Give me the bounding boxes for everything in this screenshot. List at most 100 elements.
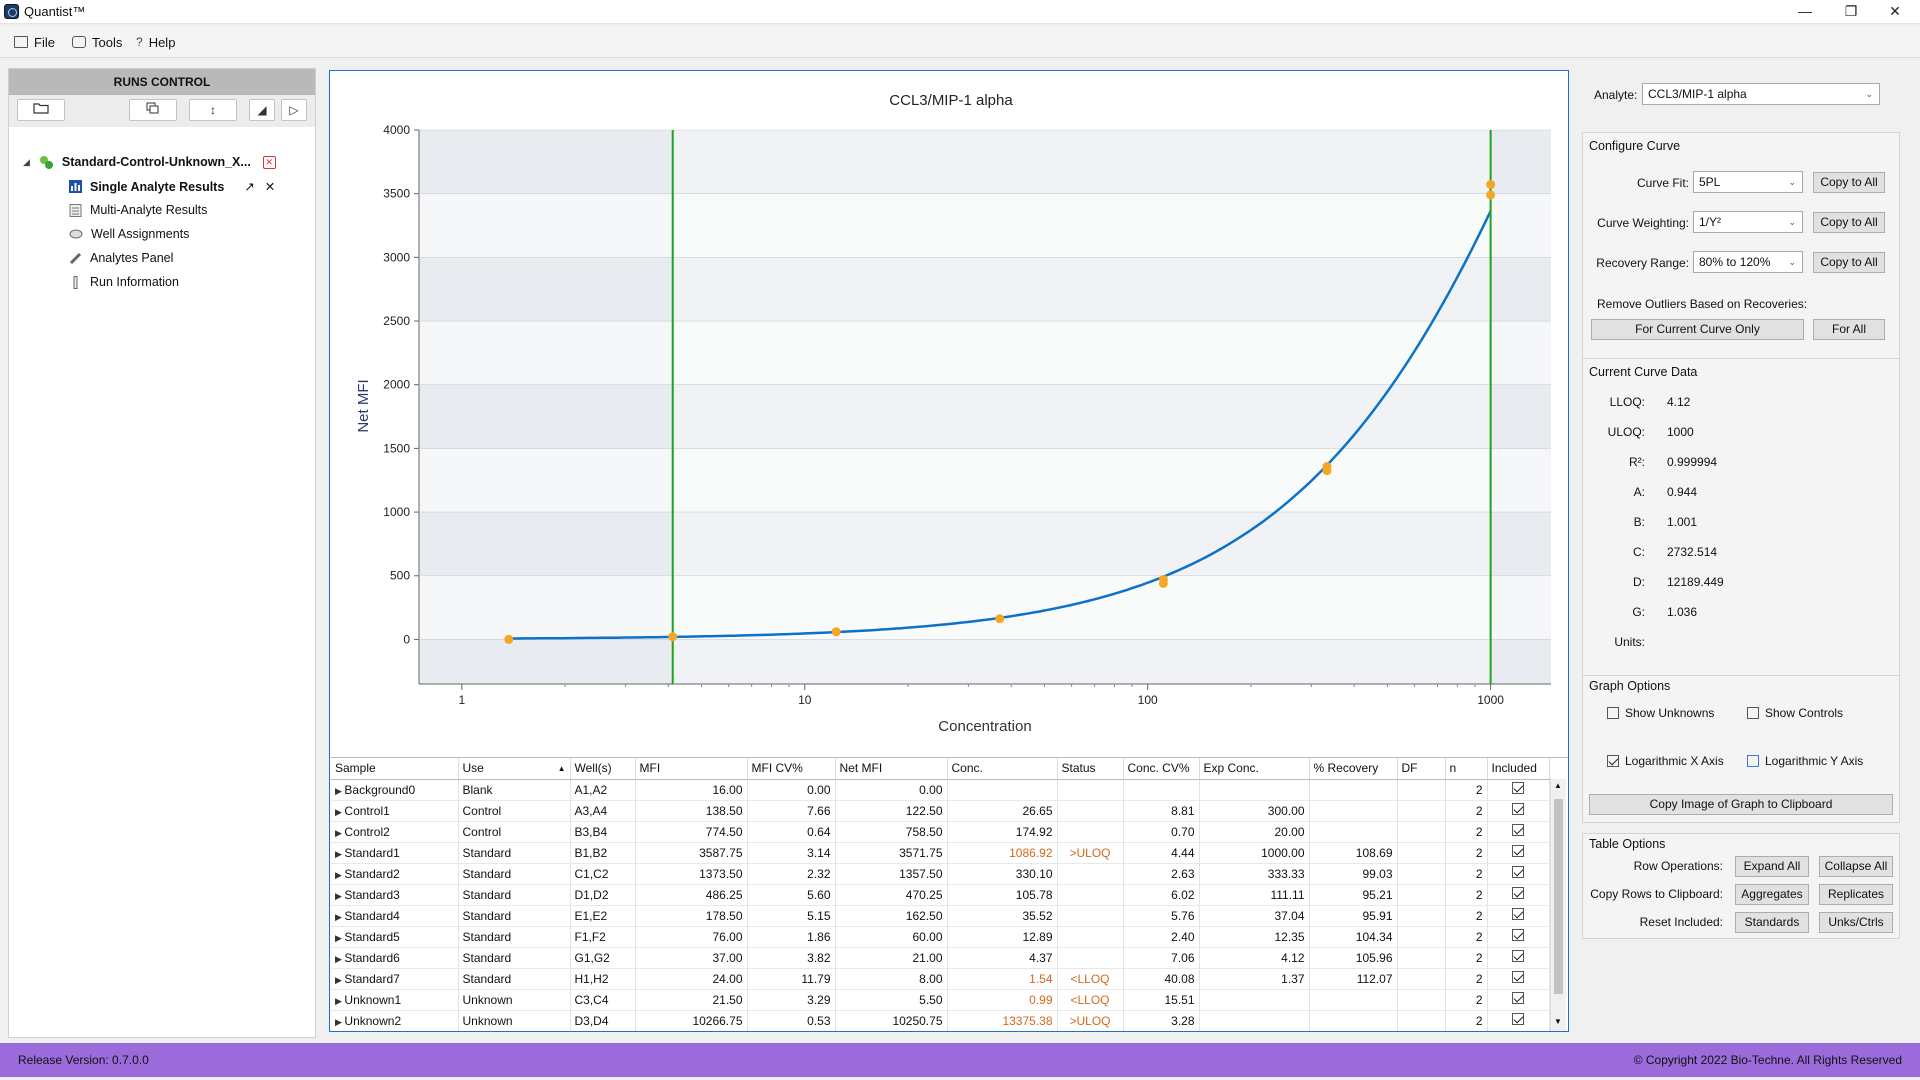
table-scrollbar[interactable]: ▲ ▼ [1550, 779, 1566, 1031]
included-checkbox[interactable] [1512, 845, 1524, 857]
scroll-down-icon[interactable]: ▼ [1554, 1017, 1562, 1026]
table-row[interactable]: ▶ Standard3 Standard D1,D2 486.25 5.60 470.25… [331, 884, 1550, 906]
column-header[interactable]: Net MFI [835, 758, 948, 780]
menu-tools[interactable]: Tools [72, 33, 122, 51]
column-header[interactable]: MFI [635, 758, 748, 780]
standard-data-point[interactable] [1158, 578, 1168, 588]
sort-button[interactable]: ↕ [189, 99, 237, 121]
recovery-range-select[interactable]: 80% to 120% ⌄ [1693, 251, 1803, 273]
table-row[interactable]: ▶ Standard1 Standard B1,B2 3587.75 3.14 3571.… [331, 842, 1550, 864]
expand-row-icon[interactable]: ▶ [335, 806, 345, 817]
scroll-up-icon[interactable]: ▲ [1554, 781, 1562, 790]
collapse-button[interactable]: ◢ [249, 99, 275, 121]
nav-well-assignments[interactable]: Well Assignments [69, 227, 189, 241]
expand-row-icon[interactable]: ▶ [335, 1016, 345, 1027]
included-cell[interactable] [1487, 884, 1550, 906]
minimize-button[interactable]: — [1798, 3, 1812, 19]
column-header[interactable]: Use ▲ [458, 758, 571, 780]
curve-fit-select[interactable]: 5PL ⌄ [1693, 171, 1803, 193]
column-header[interactable]: Exp Conc. [1199, 758, 1310, 780]
included-cell[interactable] [1487, 842, 1550, 864]
menu-help[interactable]: ? Help [136, 33, 175, 51]
expand-row-icon[interactable]: ▶ [335, 911, 345, 922]
included-cell[interactable] [1487, 1010, 1550, 1031]
log-y-axis-checkbox[interactable]: Logarithmic Y Axis [1747, 754, 1863, 768]
column-header[interactable]: Conc. [947, 758, 1058, 780]
expand-row-icon[interactable]: ▶ [335, 890, 345, 901]
show-unknowns-checkbox[interactable]: Show Unknowns [1607, 706, 1714, 720]
standard-data-point[interactable] [668, 632, 678, 642]
pop-out-icon[interactable]: ↗ [244, 180, 255, 194]
expand-all-button[interactable]: Expand All [1735, 856, 1809, 877]
nav-run-information[interactable]: Run Information [69, 275, 179, 289]
standard-data-point[interactable] [1322, 466, 1332, 476]
expand-row-icon[interactable]: ▶ [335, 869, 345, 880]
included-checkbox[interactable] [1512, 971, 1524, 983]
included-cell[interactable] [1487, 989, 1550, 1011]
standard-data-point[interactable] [831, 627, 841, 637]
column-header[interactable]: DF [1397, 758, 1446, 780]
table-row[interactable]: ▶ Standard6 Standard G1,G2 37.00 3.82 21.00 4.… [331, 947, 1550, 969]
close-tab-icon[interactable]: ✕ [264, 180, 276, 194]
included-checkbox[interactable] [1512, 929, 1524, 941]
expand-row-icon[interactable]: ▶ [335, 827, 345, 838]
included-cell[interactable] [1487, 968, 1550, 990]
curve-weighting-select[interactable]: 1/Y² ⌄ [1693, 211, 1803, 233]
analyte-select[interactable]: CCL3/MIP-1 alpha ⌄ [1642, 83, 1880, 105]
scroll-thumb[interactable] [1554, 799, 1563, 994]
copy-graph-image-button[interactable]: Copy Image of Graph to Clipboard [1589, 794, 1893, 815]
included-checkbox[interactable] [1512, 950, 1524, 962]
expand-row-icon[interactable]: ▶ [335, 953, 345, 964]
included-cell[interactable] [1487, 800, 1550, 822]
copy-fit-to-all-button[interactable]: Copy to All [1813, 172, 1885, 193]
copy-aggregates-button[interactable]: Aggregates [1735, 884, 1809, 905]
menu-file[interactable]: File [14, 33, 55, 51]
remove-outliers-all-button[interactable]: For All [1813, 319, 1885, 340]
included-cell[interactable] [1487, 863, 1550, 885]
column-header[interactable]: % Recovery [1309, 758, 1398, 780]
expand-row-icon[interactable]: ▶ [335, 974, 345, 985]
column-header[interactable]: Sample [331, 758, 459, 780]
expand-row-icon[interactable]: ▶ [335, 995, 345, 1006]
table-row[interactable]: ▶ Standard4 Standard E1,E2 178.50 5.15 162.50… [331, 905, 1550, 927]
included-checkbox[interactable] [1512, 992, 1524, 1004]
nav-analytes-panel[interactable]: Analytes Panel [69, 251, 173, 265]
included-cell[interactable] [1487, 821, 1550, 843]
standard-data-point[interactable] [504, 634, 514, 644]
run-tree-node[interactable]: ◢ Standard-Control-Unknown_X... ✕ [23, 154, 276, 170]
nav-single-analyte-results[interactable]: Single Analyte Results ↗ ✕ [69, 179, 275, 194]
included-cell[interactable] [1487, 947, 1550, 969]
included-checkbox[interactable] [1512, 803, 1524, 815]
included-checkbox[interactable] [1512, 866, 1524, 878]
remove-outliers-current-button[interactable]: For Current Curve Only [1591, 319, 1804, 340]
column-header[interactable]: Well(s) [570, 758, 636, 780]
close-run-icon[interactable]: ✕ [262, 155, 276, 169]
column-header[interactable]: n [1445, 758, 1488, 780]
included-checkbox[interactable] [1512, 887, 1524, 899]
reset-standards-button[interactable]: Standards [1735, 912, 1809, 933]
table-row[interactable]: ▶ Control2 Control B3,B4 774.50 0.64 758.50 17… [331, 821, 1550, 843]
included-checkbox[interactable] [1512, 1013, 1524, 1025]
open-folder-button[interactable] [17, 99, 65, 121]
expand-row-icon[interactable]: ▶ [335, 848, 345, 859]
column-header[interactable]: Conc. CV% [1123, 758, 1200, 780]
table-row[interactable]: ▶ Unknown1 Unknown C3,C4 21.50 3.29 5.50 0.99 <… [331, 989, 1550, 1011]
collapse-all-button[interactable]: Collapse All [1819, 856, 1893, 877]
nav-multi-analyte-results[interactable]: Multi-Analyte Results [69, 203, 207, 217]
duplicate-button[interactable] [129, 99, 177, 121]
play-button[interactable]: ▷ [281, 99, 307, 121]
table-row[interactable]: ▶ Background0 Blank A1,A2 16.00 0.00 0.00 2 [331, 779, 1550, 801]
reset-unks-ctrls-button[interactable]: Unks/Ctrls [1819, 912, 1893, 933]
copy-weighting-to-all-button[interactable]: Copy to All [1813, 212, 1885, 233]
column-header[interactable]: Included [1487, 758, 1550, 780]
log-x-axis-checkbox[interactable]: Logarithmic X Axis [1607, 754, 1724, 768]
column-header[interactable]: MFI CV% [747, 758, 836, 780]
copy-recovery-to-all-button[interactable]: Copy to All [1813, 252, 1885, 273]
table-row[interactable]: ▶ Unknown2 Unknown D3,D4 10266.75 0.53 10250.… [331, 1010, 1550, 1031]
included-cell[interactable] [1487, 905, 1550, 927]
standard-curve-chart[interactable]: 0 500 1000 1500 2000 2500 3000 3500 4000 1 10 100 1… [331, 72, 1567, 756]
included-checkbox[interactable] [1512, 908, 1524, 920]
show-controls-checkbox[interactable]: Show Controls [1747, 706, 1843, 720]
included-checkbox[interactable] [1512, 824, 1524, 836]
expand-row-icon[interactable]: ▶ [335, 785, 345, 796]
